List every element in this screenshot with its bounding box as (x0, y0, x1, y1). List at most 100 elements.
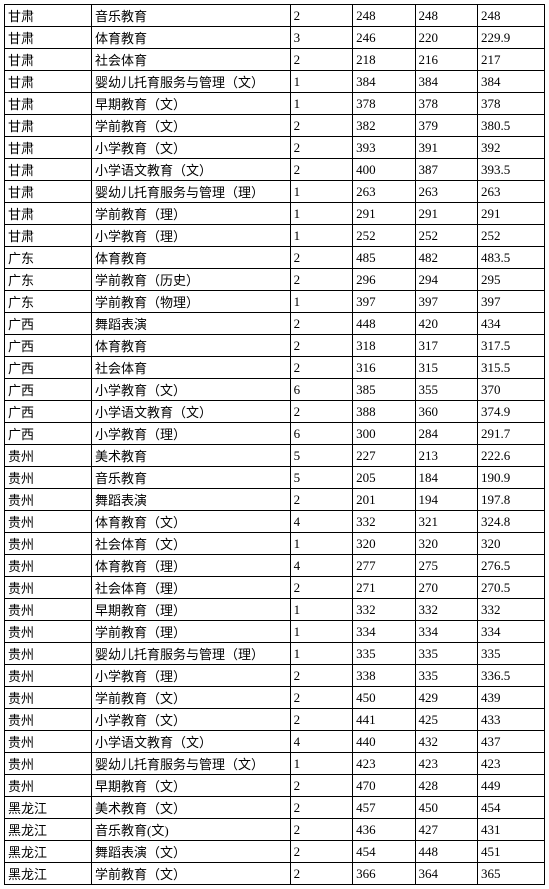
avg-cell: 317.5 (478, 335, 545, 357)
avg-cell: 270.5 (478, 577, 545, 599)
avg-cell: 397 (478, 291, 545, 313)
avg-cell: 190.9 (478, 467, 545, 489)
min-cell: 429 (415, 687, 477, 709)
count-cell: 2 (290, 819, 352, 841)
table-row: 贵州婴幼儿托育服务与管理（理）1335335335 (5, 643, 545, 665)
major-cell: 音乐教育 (92, 467, 291, 489)
avg-cell: 433 (478, 709, 545, 731)
min-cell: 315 (415, 357, 477, 379)
province-cell: 贵州 (5, 445, 92, 467)
count-cell: 2 (290, 489, 352, 511)
province-cell: 甘肃 (5, 159, 92, 181)
avg-cell: 378 (478, 93, 545, 115)
count-cell: 6 (290, 379, 352, 401)
table-row: 贵州社会体育（理）2271270270.5 (5, 577, 545, 599)
count-cell: 2 (290, 687, 352, 709)
avg-cell: 370 (478, 379, 545, 401)
count-cell: 1 (290, 93, 352, 115)
major-cell: 早期教育（理） (92, 599, 291, 621)
province-cell: 贵州 (5, 731, 92, 753)
min-cell: 420 (415, 313, 477, 335)
major-cell: 体育教育 (92, 247, 291, 269)
table-row: 甘肃婴幼儿托育服务与管理（文）1384384384 (5, 71, 545, 93)
count-cell: 2 (290, 709, 352, 731)
major-cell: 美术教育 (92, 445, 291, 467)
table-row: 黑龙江音乐教育(文)2436427431 (5, 819, 545, 841)
avg-cell: 451 (478, 841, 545, 863)
table-row: 贵州小学语文教育（文）4440432437 (5, 731, 545, 753)
avg-cell: 423 (478, 753, 545, 775)
min-cell: 321 (415, 511, 477, 533)
avg-cell: 449 (478, 775, 545, 797)
table-row: 甘肃体育教育3246220229.9 (5, 27, 545, 49)
table-row: 贵州早期教育（理）1332332332 (5, 599, 545, 621)
province-cell: 贵州 (5, 599, 92, 621)
avg-cell: 320 (478, 533, 545, 555)
count-cell: 2 (290, 49, 352, 71)
max-cell: 385 (353, 379, 415, 401)
province-cell: 甘肃 (5, 203, 92, 225)
major-cell: 早期教育（文） (92, 93, 291, 115)
major-cell: 学前教育（理） (92, 203, 291, 225)
count-cell: 4 (290, 731, 352, 753)
table-row: 贵州小学教育（文）2441425433 (5, 709, 545, 731)
max-cell: 300 (353, 423, 415, 445)
min-cell: 427 (415, 819, 477, 841)
min-cell: 320 (415, 533, 477, 555)
max-cell: 218 (353, 49, 415, 71)
province-cell: 贵州 (5, 643, 92, 665)
table-row: 广西小学教育（文）6385355370 (5, 379, 545, 401)
avg-cell: 380.5 (478, 115, 545, 137)
avg-cell: 291 (478, 203, 545, 225)
table-row: 贵州体育教育（文）4332321324.8 (5, 511, 545, 533)
major-cell: 小学语文教育（文） (92, 401, 291, 423)
province-cell: 贵州 (5, 687, 92, 709)
major-cell: 社会体育 (92, 49, 291, 71)
count-cell: 2 (290, 775, 352, 797)
avg-cell: 252 (478, 225, 545, 247)
avg-cell: 439 (478, 687, 545, 709)
min-cell: 378 (415, 93, 477, 115)
major-cell: 学前教育（文） (92, 863, 291, 885)
province-cell: 广西 (5, 357, 92, 379)
min-cell: 397 (415, 291, 477, 313)
max-cell: 440 (353, 731, 415, 753)
count-cell: 1 (290, 181, 352, 203)
min-cell: 332 (415, 599, 477, 621)
min-cell: 387 (415, 159, 477, 181)
count-cell: 2 (290, 841, 352, 863)
count-cell: 2 (290, 313, 352, 335)
count-cell: 3 (290, 27, 352, 49)
province-cell: 广西 (5, 379, 92, 401)
major-cell: 体育教育 (92, 27, 291, 49)
table-row: 贵州学前教育（文）2450429439 (5, 687, 545, 709)
major-cell: 小学教育（理） (92, 665, 291, 687)
min-cell: 194 (415, 489, 477, 511)
min-cell: 384 (415, 71, 477, 93)
max-cell: 332 (353, 599, 415, 621)
avg-cell: 374.9 (478, 401, 545, 423)
table-row: 甘肃小学教育（理）1252252252 (5, 225, 545, 247)
min-cell: 294 (415, 269, 477, 291)
table-row: 广西小学语文教育（文）2388360374.9 (5, 401, 545, 423)
avg-cell: 392 (478, 137, 545, 159)
max-cell: 400 (353, 159, 415, 181)
max-cell: 454 (353, 841, 415, 863)
province-cell: 贵州 (5, 665, 92, 687)
table-row: 甘肃早期教育（文）1378378378 (5, 93, 545, 115)
avg-cell: 291.7 (478, 423, 545, 445)
table-row: 甘肃音乐教育2248248248 (5, 5, 545, 27)
max-cell: 393 (353, 137, 415, 159)
avg-cell: 332 (478, 599, 545, 621)
max-cell: 296 (353, 269, 415, 291)
max-cell: 384 (353, 71, 415, 93)
min-cell: 448 (415, 841, 477, 863)
max-cell: 316 (353, 357, 415, 379)
major-cell: 舞蹈表演 (92, 313, 291, 335)
avg-cell: 393.5 (478, 159, 545, 181)
max-cell: 205 (353, 467, 415, 489)
avg-cell: 276.5 (478, 555, 545, 577)
max-cell: 441 (353, 709, 415, 731)
min-cell: 355 (415, 379, 477, 401)
min-cell: 291 (415, 203, 477, 225)
